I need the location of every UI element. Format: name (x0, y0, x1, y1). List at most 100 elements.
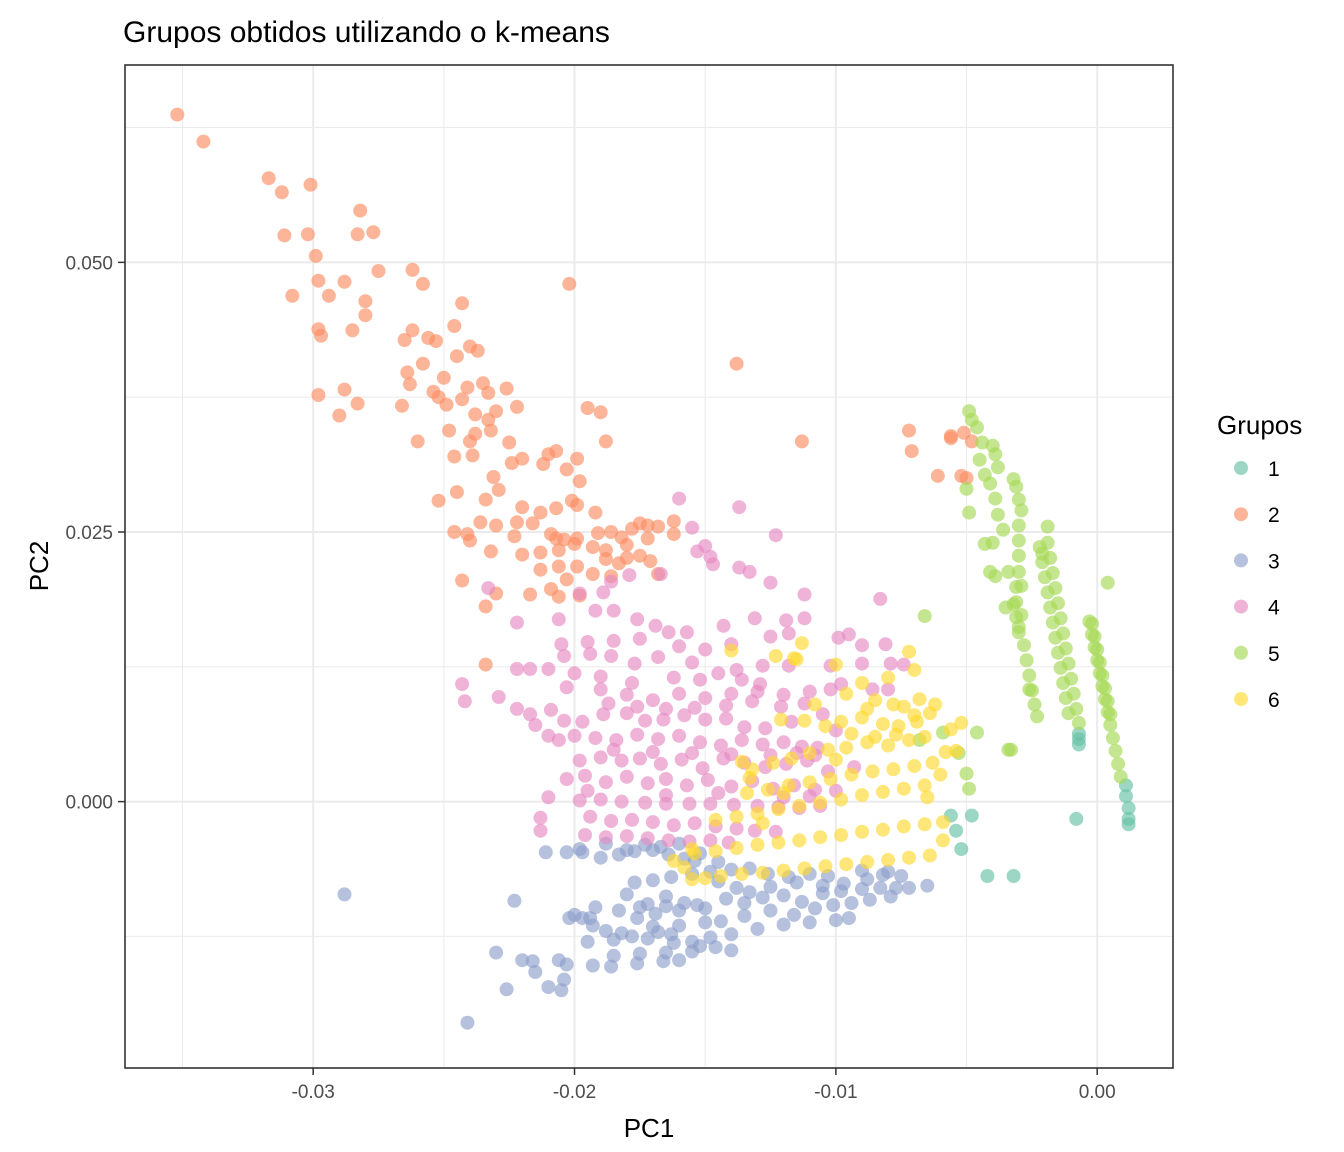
data-point-group-2 (651, 519, 666, 534)
data-point-group-3 (580, 934, 595, 949)
data-point-group-4 (873, 591, 888, 606)
data-point-group-4 (755, 658, 770, 673)
data-point-group-4 (713, 738, 728, 753)
data-point-group-4 (533, 823, 548, 838)
data-point-group-2 (303, 177, 318, 192)
data-point-group-4 (614, 753, 629, 768)
data-point-group-6 (677, 860, 692, 875)
data-point-group-5 (1108, 743, 1123, 758)
data-point-group-4 (457, 694, 472, 709)
data-point-group-6 (855, 788, 869, 803)
data-point-group-4 (614, 794, 629, 809)
data-point-group-4 (779, 613, 794, 628)
data-point-group-5 (1017, 638, 1031, 653)
data-point-group-2 (794, 434, 809, 449)
data-point-group-6 (834, 792, 849, 807)
data-point-group-3 (499, 982, 514, 997)
data-point-group-6 (828, 657, 843, 672)
x-tick-label: -0.01 (814, 1082, 857, 1103)
data-point-group-2 (533, 562, 548, 577)
data-point-group-2 (551, 559, 566, 574)
data-point-group-4 (551, 612, 566, 627)
data-point-group-2 (549, 444, 564, 459)
data-point-group-2 (598, 552, 613, 566)
data-point-group-2 (640, 531, 655, 546)
data-point-group-5 (988, 447, 1003, 462)
data-point-group-3 (645, 873, 660, 888)
data-point-group-4 (698, 642, 713, 657)
data-point-group-4 (606, 633, 621, 648)
data-point-group-6 (875, 717, 890, 731)
data-point-group-1 (1071, 737, 1086, 752)
data-point-group-5 (970, 420, 984, 435)
data-point-group-4 (768, 528, 783, 543)
data-point-group-6 (839, 740, 854, 755)
data-point-group-4 (523, 662, 538, 676)
data-point-group-5 (990, 507, 1005, 522)
data-point-group-6 (774, 712, 788, 727)
data-point-group-2 (332, 408, 347, 423)
data-point-group-2 (308, 248, 323, 263)
data-point-group-5 (1014, 578, 1029, 593)
data-point-group-1 (954, 842, 969, 857)
legend-item-4: 4 (1234, 597, 1280, 620)
y-tick-label: 0.025 (65, 523, 113, 544)
data-point-group-6 (789, 652, 804, 667)
data-point-group-2 (904, 444, 919, 459)
legend-title: Grupos (1217, 410, 1302, 440)
data-point-group-4 (797, 611, 812, 626)
data-point-group-6 (922, 706, 937, 721)
data-point-group-5 (1019, 653, 1034, 668)
data-point-group-2 (455, 296, 470, 311)
data-point-group-2 (473, 515, 488, 530)
data-point-group-6 (713, 869, 728, 883)
data-point-group-3 (789, 875, 804, 890)
data-point-group-6 (912, 692, 927, 707)
data-point-group-5 (1048, 630, 1063, 645)
data-point-group-3 (598, 924, 613, 938)
data-point-group-6 (896, 819, 911, 834)
data-point-group-3 (538, 845, 553, 860)
data-point-group-4 (551, 733, 566, 748)
data-point-group-2 (478, 599, 493, 614)
data-point-group-4 (831, 630, 846, 645)
data-point-group-4 (656, 712, 671, 727)
data-point-group-4 (695, 761, 710, 776)
data-point-group-3 (883, 889, 898, 904)
data-point-group-3 (920, 878, 935, 893)
data-point-group-6 (834, 714, 849, 729)
data-point-group-2 (523, 587, 538, 602)
data-point-group-3 (815, 878, 830, 893)
data-point-group-4 (659, 772, 673, 786)
data-point-group-5 (1100, 694, 1115, 709)
data-point-group-6 (776, 863, 791, 878)
data-point-group-3 (619, 843, 634, 858)
data-point-group-4 (523, 707, 538, 722)
data-point-group-4 (630, 612, 645, 627)
data-point-group-5 (975, 435, 990, 450)
data-point-group-2 (562, 276, 577, 291)
data-point-group-3 (614, 926, 629, 941)
data-point-group-4 (575, 714, 590, 729)
data-point-group-3 (729, 880, 744, 895)
data-point-group-5 (1058, 691, 1073, 706)
data-point-group-1 (964, 808, 979, 823)
data-point-group-4 (625, 676, 639, 690)
data-point-group-4 (619, 769, 634, 784)
data-point-group-5 (1022, 668, 1037, 683)
data-point-group-3 (659, 899, 673, 914)
data-point-group-3 (672, 903, 687, 918)
data-point-group-2 (350, 227, 365, 242)
data-point-group-6 (881, 738, 896, 753)
data-point-group-4 (638, 795, 653, 810)
data-point-group-4 (878, 637, 893, 652)
data-point-group-3 (656, 954, 671, 969)
data-point-group-1 (1119, 789, 1133, 804)
data-point-group-2 (358, 308, 373, 323)
data-point-group-3 (902, 880, 916, 895)
data-point-group-5 (970, 725, 984, 740)
legend-item-1: 1 (1234, 458, 1280, 481)
data-point-group-4 (672, 491, 687, 506)
data-point-group-4 (640, 776, 655, 791)
data-point-group-4 (559, 772, 574, 786)
